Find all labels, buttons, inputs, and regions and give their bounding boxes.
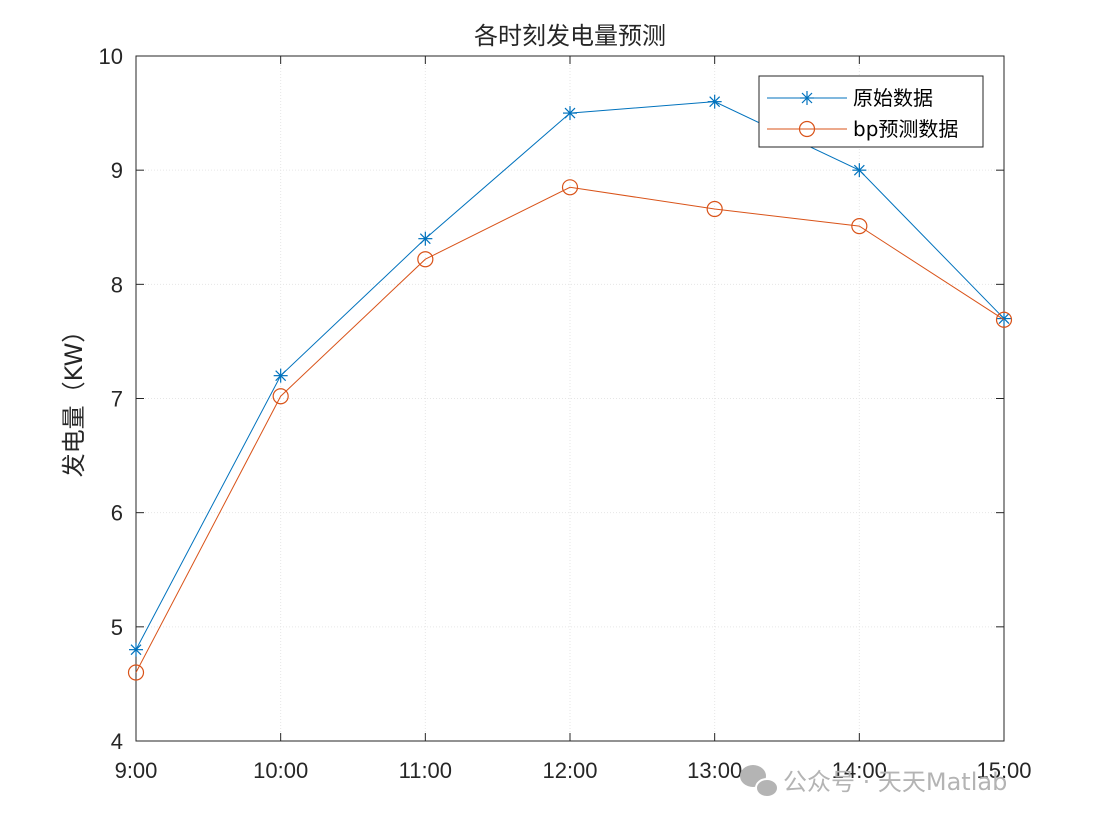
data-point-circle	[417, 251, 434, 268]
y-tick-label: 6	[111, 501, 123, 526]
wechat-icon	[740, 765, 779, 798]
data-point-asterisk	[563, 106, 577, 121]
legend-label-original: 原始数据	[853, 86, 933, 110]
data-point-circle	[127, 664, 145, 681]
x-tick-label: 15:00	[976, 758, 1031, 783]
data-point-circle	[706, 200, 723, 218]
chart-title: 各时刻发电量预测	[474, 22, 666, 50]
data-point-circle	[561, 179, 579, 196]
watermark: 公众号 · 天天Matlab	[740, 765, 1007, 798]
data-point-asterisk	[852, 163, 867, 178]
y-axis-label: 发电量（KW）	[60, 319, 88, 478]
y-tick-label: 8	[111, 272, 123, 297]
legend-marker-asterisk	[800, 91, 814, 105]
y-axis: 4 5 6 7 8 9 10	[99, 44, 1004, 754]
data-point-circle	[995, 311, 1013, 328]
y-tick-label: 4	[111, 729, 123, 754]
series-line	[135, 186, 1005, 673]
legend-box	[758, 75, 984, 148]
data-point-asterisk	[997, 311, 1011, 326]
series-1	[127, 179, 1013, 681]
y-tick-label: 7	[111, 387, 123, 412]
x-tick-label: 9:00	[115, 758, 158, 783]
x-tick-label: 14:00	[832, 758, 887, 783]
legend-label-bp: bp预测数据	[853, 117, 958, 141]
watermark-text: 公众号 · 天天Matlab	[783, 768, 1007, 796]
data-point-circle	[851, 218, 868, 235]
data-point-circle	[272, 388, 289, 405]
data-point-asterisk	[273, 368, 288, 383]
x-tick-label: 11:00	[399, 758, 452, 783]
x-tick-label: 13:00	[687, 758, 742, 783]
data-point-asterisk	[418, 231, 433, 246]
legend-marker-bp	[798, 120, 816, 138]
y-tick-label: 10	[99, 44, 123, 69]
legend: 原始数据 bp预测数据	[758, 75, 984, 148]
legend-marker-circle	[798, 120, 816, 138]
x-tick-label: 12:00	[542, 758, 597, 783]
x-tick-label: 10:00	[253, 758, 308, 783]
y-tick-label: 9	[111, 158, 123, 183]
x-axis: 9:00 10:00 11:00 12:00 13:00 14:00 15:00	[115, 56, 1032, 783]
y-tick-label: 5	[111, 615, 123, 640]
data-point-asterisk	[129, 642, 143, 657]
data-point-asterisk	[707, 94, 722, 109]
series-layer	[127, 94, 1013, 681]
series-0	[129, 94, 1011, 657]
legend-marker-original	[800, 91, 814, 105]
